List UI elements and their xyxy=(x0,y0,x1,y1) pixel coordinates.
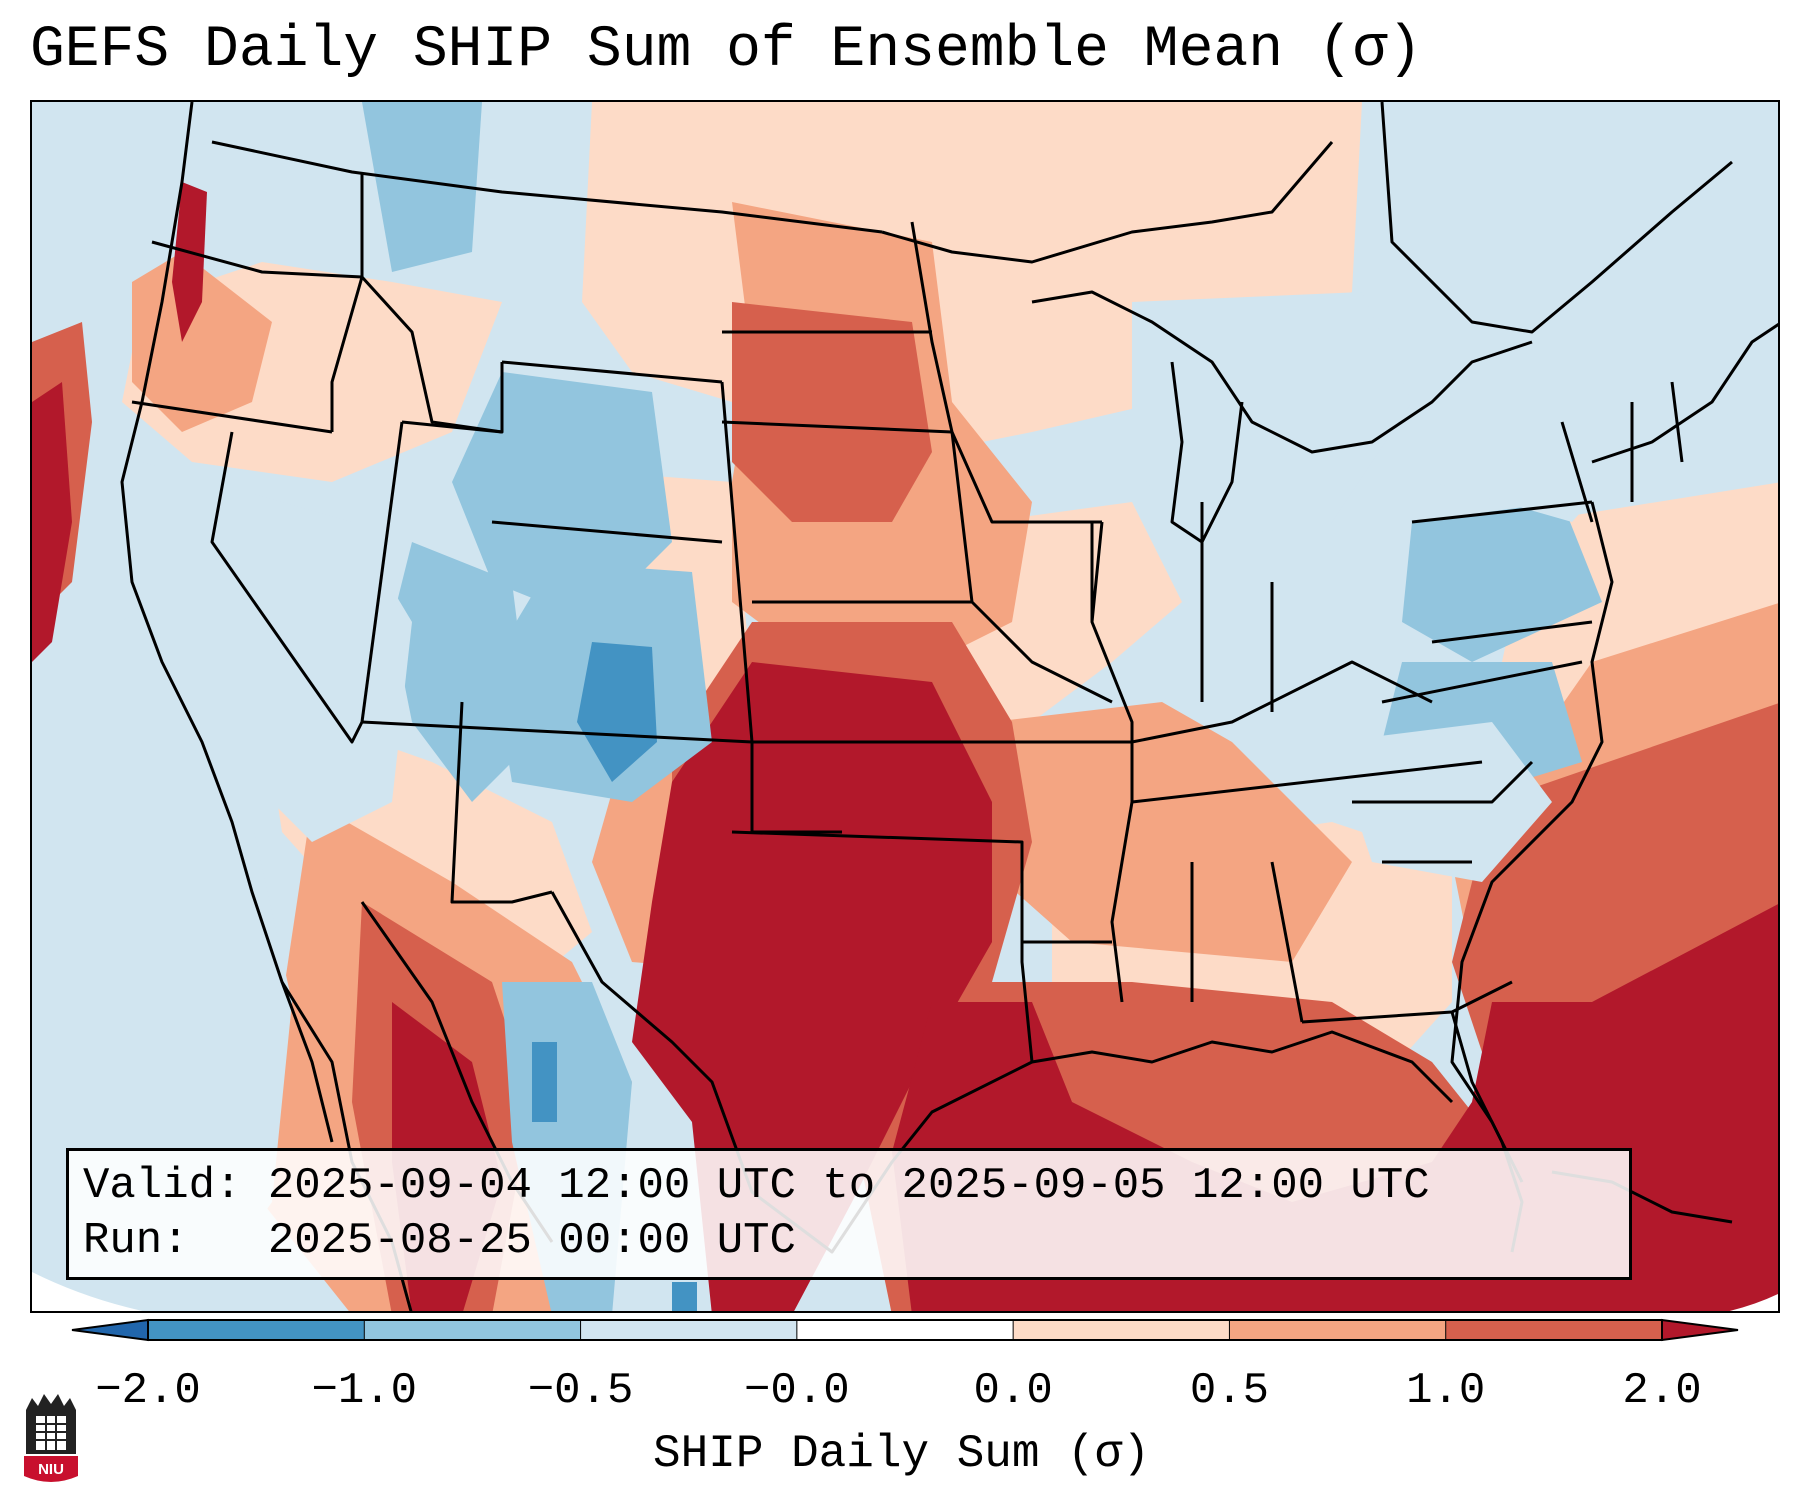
colorbar-segment xyxy=(796,1320,1014,1340)
field-deep-warm-pacific-nw xyxy=(32,382,72,662)
ohio-indiana-illinois xyxy=(1090,502,1274,712)
montana-wyoming-border xyxy=(501,360,723,384)
field-cool-montana xyxy=(362,102,482,272)
colorbar-tick: −2.0 xyxy=(95,1366,201,1416)
colorbar-extend-low xyxy=(71,1318,149,1342)
atlantic-coast xyxy=(1450,501,1614,1183)
field-cool-utah xyxy=(392,542,532,802)
washington-oregon-border xyxy=(151,240,363,279)
colorbar-tick: 0.5 xyxy=(1189,1366,1270,1416)
gulf-coast xyxy=(1031,1030,1454,1104)
nevada-border xyxy=(210,431,364,744)
colorbar-segment xyxy=(580,1320,798,1340)
field-medium-warm-gulfstates xyxy=(982,702,1352,962)
canada-northeast xyxy=(1380,102,1733,334)
lake-michigan xyxy=(1170,361,1244,544)
colorbar-tick: −0.0 xyxy=(744,1366,850,1416)
mississippi-alabama-border xyxy=(1190,861,1304,1023)
mississippi-river xyxy=(1090,521,1134,1003)
colorbar-tick: −1.0 xyxy=(311,1366,418,1416)
colorbar-segment xyxy=(148,1320,365,1340)
field-strong-warm-dakotas xyxy=(732,302,932,522)
colorbar-tick: −0.5 xyxy=(527,1366,634,1416)
colorado-east-border xyxy=(720,381,754,743)
colorbar-segment xyxy=(1445,1320,1663,1340)
oregon-california-border xyxy=(131,400,333,434)
colorbar-tick: 1.0 xyxy=(1406,1366,1486,1416)
colorbar xyxy=(71,1318,1739,1342)
four-corners-line xyxy=(361,720,753,744)
valid-time-range: 2025-09-04 12:00 UTC to 2025-09-05 12:00… xyxy=(267,1161,1430,1211)
field-light-cool-great-basin xyxy=(142,462,412,842)
nevada-utah-border xyxy=(360,421,404,723)
field-cool-pennsylvania xyxy=(1402,502,1602,662)
northeast-states xyxy=(1381,381,1684,704)
tennessee-border xyxy=(1131,760,1483,804)
field-cool-wyoming xyxy=(452,372,672,622)
field-deep-cool-colorado xyxy=(577,642,657,782)
colorbar-tick: 2.0 xyxy=(1622,1366,1702,1416)
iowa-missouri-border xyxy=(950,431,1113,704)
arkansas-louisiana-border xyxy=(1002,740,1132,944)
niu-logo: NIU xyxy=(24,1394,78,1482)
field-light-cool-pacific xyxy=(32,602,292,1311)
great-lakes-outline xyxy=(1031,290,1533,454)
field-deep-warm-oregon-coast xyxy=(172,182,207,342)
field-deep-cool-mexico xyxy=(532,1042,557,1122)
projection-edge-right xyxy=(1729,1293,1778,1311)
valid-label: Valid: xyxy=(83,1161,242,1211)
projection-edge-left xyxy=(32,1272,143,1311)
colorbar-segment xyxy=(364,1320,582,1340)
colorbar-segment xyxy=(1229,1320,1447,1340)
colorbar-segments xyxy=(71,1318,1739,1342)
chart-title: GEFS Daily SHIP Sum of Ensemble Mean (σ) xyxy=(30,18,1423,83)
valid-run-info-box: Valid: 2025-09-04 12:00 UTC to 2025-09-0… xyxy=(66,1148,1632,1280)
colorbar-segment xyxy=(1013,1320,1230,1340)
colorbar-label: SHIP Daily Sum (σ) xyxy=(653,1428,1150,1480)
idaho-montana-border xyxy=(360,172,503,434)
canada-border-west xyxy=(211,140,883,234)
colorbar-tick: 0.0 xyxy=(973,1366,1053,1416)
map-panel[interactable] xyxy=(30,100,1780,1313)
oregon-idaho-border xyxy=(330,276,364,432)
new-england-coast xyxy=(1591,322,1778,464)
arizona-newmexico-border xyxy=(450,701,553,904)
colorbar-extend-high xyxy=(1661,1318,1739,1342)
wyoming-colorado-border xyxy=(491,520,723,544)
anomaly-fields xyxy=(32,102,1778,1311)
kentucky-border xyxy=(1131,660,1433,744)
carolinas-border xyxy=(1352,760,1534,864)
run-time: 2025-08-25 00:00 UTC xyxy=(267,1216,796,1266)
utah-wyoming-border xyxy=(401,362,504,434)
colorbar-frame xyxy=(147,1319,1663,1341)
field-deep-cool-arizona xyxy=(672,1282,697,1311)
anomaly-map xyxy=(32,102,1778,1311)
canada-border-east xyxy=(881,141,1334,264)
field-medium-warm-northwest xyxy=(132,252,272,432)
logo-text: NIU xyxy=(38,1461,64,1478)
sd-nebraska-border xyxy=(721,420,953,434)
run-label: Run: xyxy=(83,1216,189,1266)
